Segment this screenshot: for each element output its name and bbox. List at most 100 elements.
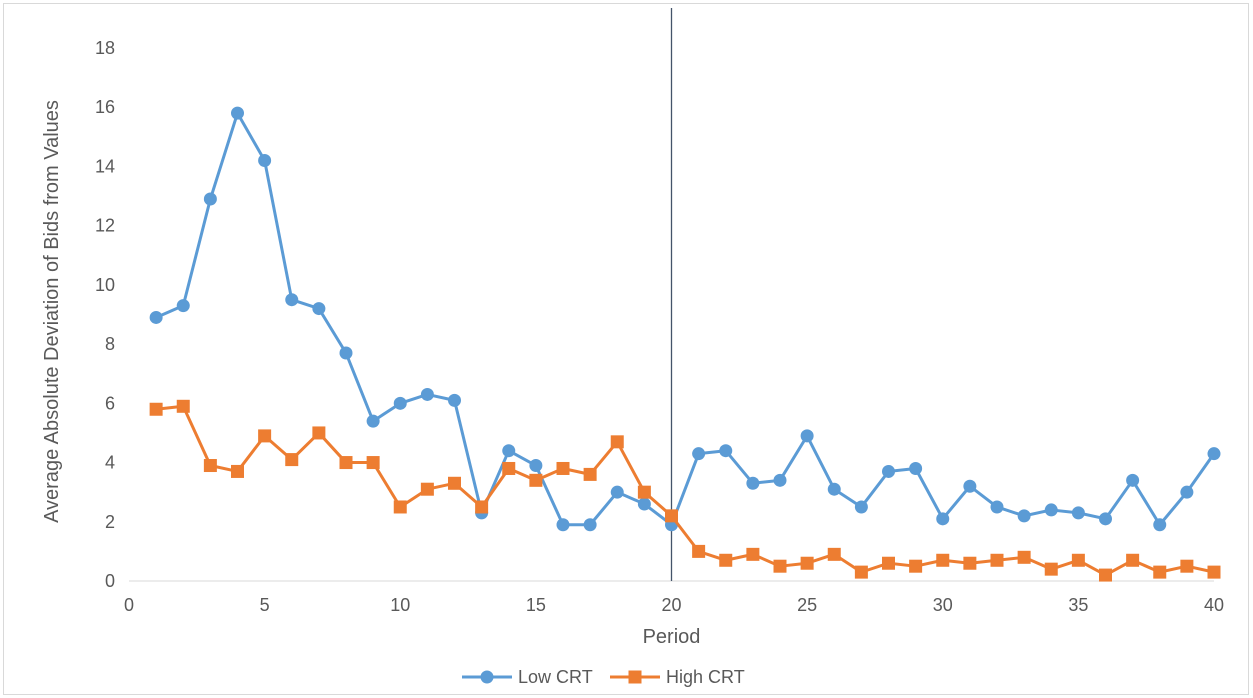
data-point xyxy=(176,399,190,413)
x-tick-label: 20 xyxy=(661,595,681,615)
x-tick-label: 35 xyxy=(1068,595,1088,615)
data-point xyxy=(1044,503,1058,517)
legend: Low CRT High CRT xyxy=(462,667,745,687)
data-point xyxy=(529,473,543,487)
data-point xyxy=(1099,512,1112,526)
data-point xyxy=(448,476,461,490)
y-tick-label: 18 xyxy=(95,38,115,58)
x-tick-label: 10 xyxy=(390,595,410,615)
data-point xyxy=(692,544,706,558)
data-point xyxy=(719,444,733,458)
data-point xyxy=(1017,550,1031,564)
legend-item: High CRT xyxy=(610,667,745,687)
data-point xyxy=(909,461,923,475)
y-axis-ticks: 0 2 4 6 8 10 12 14 16 18 xyxy=(95,38,115,591)
legend-marker xyxy=(480,670,494,684)
data-point xyxy=(637,485,651,499)
data-point xyxy=(583,467,597,481)
data-point xyxy=(1207,447,1221,461)
data-point xyxy=(285,453,299,467)
data-point xyxy=(448,393,461,407)
data-point xyxy=(800,429,814,443)
data-point xyxy=(1126,473,1140,487)
data-point xyxy=(692,447,706,461)
data-point xyxy=(339,456,353,470)
data-point xyxy=(1071,553,1085,567)
x-tick-label: 25 xyxy=(797,595,817,615)
y-tick-label: 0 xyxy=(105,571,115,591)
data-point xyxy=(854,500,868,514)
data-point xyxy=(990,500,1004,514)
data-point xyxy=(475,500,489,514)
data-point xyxy=(1099,568,1112,582)
data-point xyxy=(366,414,380,428)
x-axis-title: Period xyxy=(643,626,701,648)
y-tick-label: 6 xyxy=(105,393,115,413)
y-tick-label: 16 xyxy=(95,97,115,117)
series-line xyxy=(155,111,1216,527)
data-point xyxy=(990,553,1004,567)
data-point xyxy=(1180,559,1194,573)
y-tick-label: 4 xyxy=(105,453,115,473)
data-point xyxy=(285,293,299,307)
data-point xyxy=(936,512,950,526)
data-point xyxy=(936,553,950,567)
series-layer xyxy=(149,106,1221,582)
data-point xyxy=(610,485,624,499)
data-point xyxy=(393,500,407,514)
data-point xyxy=(665,509,678,523)
chart-frame xyxy=(3,3,1249,695)
x-tick-label: 5 xyxy=(260,595,270,615)
data-point xyxy=(746,547,760,561)
data-point xyxy=(312,302,326,316)
data-point xyxy=(1180,485,1194,499)
data-point xyxy=(1071,506,1085,520)
data-point xyxy=(502,461,516,475)
data-point xyxy=(610,435,624,449)
data-point xyxy=(882,464,895,478)
data-point xyxy=(637,497,651,511)
data-point xyxy=(176,299,190,313)
x-axis-ticks: 0 5 10 15 20 25 30 35 40 xyxy=(124,595,1224,615)
data-point xyxy=(420,482,434,496)
series-low-crt xyxy=(149,106,1221,532)
legend-label: Low CRT xyxy=(518,667,593,687)
y-tick-label: 8 xyxy=(105,334,115,354)
data-point xyxy=(529,459,543,473)
x-tick-label: 15 xyxy=(526,595,546,615)
data-point xyxy=(827,547,841,561)
y-tick-label: 14 xyxy=(95,156,115,176)
series-line xyxy=(155,404,1215,577)
data-point xyxy=(882,556,895,570)
data-point xyxy=(502,444,516,458)
data-point xyxy=(203,192,217,206)
data-point xyxy=(746,476,760,490)
data-point xyxy=(231,106,244,120)
data-point xyxy=(1044,562,1058,576)
data-point xyxy=(963,556,977,570)
x-tick-label: 0 xyxy=(124,595,134,615)
data-point xyxy=(149,310,163,324)
data-point xyxy=(312,426,326,440)
data-point xyxy=(1017,509,1031,523)
data-point xyxy=(854,565,868,579)
data-point xyxy=(556,461,570,475)
data-point xyxy=(909,559,923,573)
data-point xyxy=(1207,565,1221,579)
y-tick-label: 10 xyxy=(95,275,115,295)
data-point xyxy=(420,387,434,401)
y-tick-label: 12 xyxy=(95,216,115,236)
data-point xyxy=(827,482,841,496)
legend-marker xyxy=(628,670,642,684)
data-point xyxy=(719,553,733,567)
data-point xyxy=(1153,518,1167,532)
legend-label: High CRT xyxy=(666,667,745,687)
data-point xyxy=(231,464,244,478)
data-point xyxy=(773,559,787,573)
data-point xyxy=(366,456,380,470)
legend-item: Low CRT xyxy=(462,667,593,687)
data-point xyxy=(258,429,272,443)
data-point xyxy=(1153,565,1167,579)
data-point xyxy=(203,459,217,473)
